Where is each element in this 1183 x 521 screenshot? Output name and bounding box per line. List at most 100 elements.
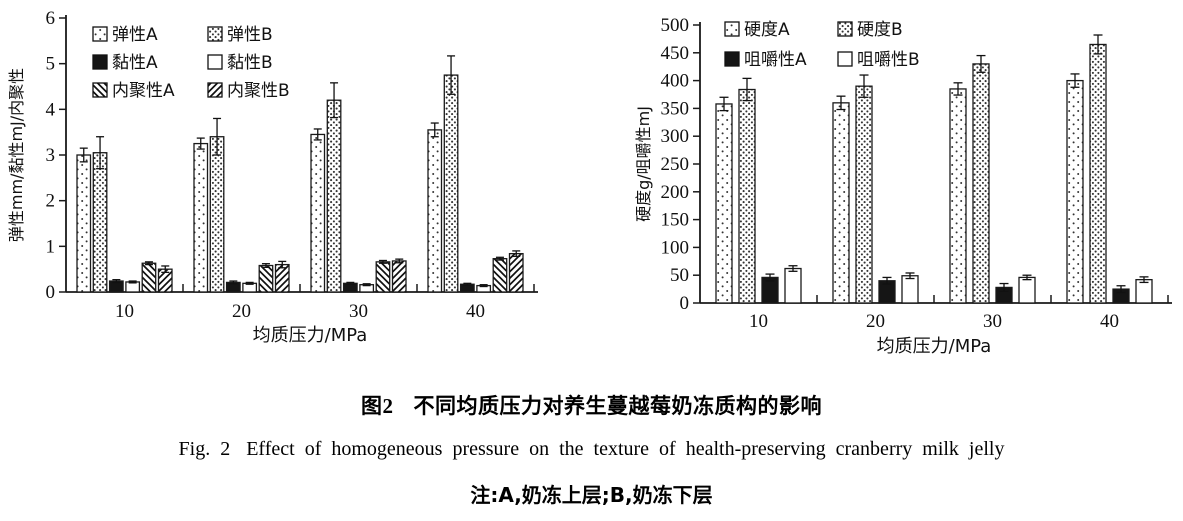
- y-tick-label: 400: [661, 71, 690, 92]
- x-tick-label: 30: [349, 301, 368, 322]
- error-bar: [719, 96, 729, 112]
- legend-item-弹性B: 弹性B: [207, 25, 273, 45]
- caption-en-label: Fig. 2: [178, 438, 231, 460]
- y-tick-label: 50: [670, 265, 689, 286]
- bar-弹性B-40MPa: [443, 74, 459, 293]
- error-bar: [346, 281, 355, 285]
- error-bar: [313, 128, 322, 141]
- error-bar: [479, 284, 488, 288]
- error-bar: [905, 272, 915, 280]
- bar-弹性A-30MPa: [310, 133, 326, 293]
- bar-硬度B-40MPa: [1089, 43, 1107, 304]
- y-tick-label: 6: [46, 8, 56, 29]
- bars: [715, 34, 1153, 304]
- error-bar: [463, 282, 472, 286]
- caption-note: 注:A,奶冻上层;B,奶冻下层: [470, 483, 713, 507]
- error-bar: [245, 281, 254, 285]
- legend-swatch-plain-white: [837, 51, 853, 67]
- error-bar: [1116, 285, 1126, 294]
- error-bar: [330, 82, 339, 119]
- bar-硬度B-30MPa: [972, 63, 990, 304]
- y-tick-label: 1: [46, 236, 56, 257]
- axis-labels: 0 50 100 150 200 250 300 350 400 450 500 10 20 30 40: [661, 15, 1120, 332]
- y-tick-label: 250: [661, 154, 690, 175]
- legend-label: 内聚性B: [227, 81, 290, 101]
- bar-内聚性B-40MPa: [508, 252, 524, 293]
- error-bar: [213, 117, 222, 156]
- bar-弹性A-10MPa: [76, 154, 92, 293]
- error-bar: [362, 283, 371, 287]
- error-bar: [1070, 73, 1080, 88]
- error-bar: [278, 260, 287, 269]
- legend-swatch-dots-sparse: [92, 26, 108, 42]
- legend-item-咀嚼性B: 咀嚼性B: [837, 50, 920, 70]
- bar-弹性A-20MPa: [193, 142, 209, 293]
- error-bar: [495, 256, 504, 261]
- caption-english: Fig. 2 Effect of homogeneous pressure on …: [0, 438, 1183, 461]
- bar-弹性B-10MPa: [92, 152, 108, 293]
- legend-swatch-dots-sparse: [724, 21, 740, 37]
- legend-label: 咀嚼性B: [857, 50, 920, 70]
- caption-en-title: Effect of homogeneous pressure on the te…: [246, 438, 1005, 460]
- legend-item-内聚性B: 内聚性B: [207, 81, 290, 101]
- y-tick-label: 5: [46, 54, 56, 75]
- legend-swatch-hatch-backslash: [92, 82, 108, 98]
- error-bar: [765, 273, 775, 282]
- x-axis-title: 均质压力/MPa: [877, 336, 992, 357]
- bar-硬度A-40MPa: [1066, 79, 1084, 304]
- caption-chinese: 图2 不同均质压力对养生蔓越莓奶冻质构的影响: [0, 390, 1183, 420]
- legend-swatch-dots-dense: [207, 26, 223, 42]
- texture-chart-hardness-chewiness: 0 50 100 150 200 250 300 350 400 450 500 10 20 30 40 均质…: [635, 15, 1172, 357]
- y-tick-label: 300: [661, 126, 690, 147]
- legend-swatch-solid-black: [92, 54, 108, 70]
- legend-item-黏性B: 黏性B: [207, 53, 273, 73]
- error-bar: [79, 147, 88, 163]
- y-tick-label: 0: [46, 282, 56, 303]
- y-tick-label: 2: [46, 191, 56, 212]
- y-tick-label: 450: [661, 43, 690, 64]
- error-bar: [836, 95, 846, 111]
- error-bar: [1139, 276, 1149, 284]
- legend-label: 弹性A: [112, 25, 158, 45]
- error-bar: [1022, 274, 1032, 281]
- legend-swatch-solid-black: [724, 51, 740, 67]
- caption-zh-label: 图2: [361, 394, 394, 418]
- x-tick-label: 20: [232, 301, 251, 322]
- bar-咀嚼性B-10MPa: [784, 267, 802, 304]
- bar-硬度A-10MPa: [715, 103, 733, 304]
- legend-item-弹性A: 弹性A: [92, 25, 158, 45]
- bar-咀嚼性B-20MPa: [901, 275, 919, 304]
- legend-label: 弹性B: [227, 25, 273, 45]
- bar-弹性A-40MPa: [427, 129, 443, 293]
- error-bar: [112, 279, 121, 284]
- bar-硬度A-20MPa: [832, 102, 850, 304]
- bar-弹性B-30MPa: [326, 99, 342, 293]
- bar-内聚性B-20MPa: [274, 263, 290, 293]
- error-bar: [742, 77, 752, 102]
- axis-labels: 0 1 2 3 4 5 6 10 20 30 40: [46, 8, 486, 322]
- legend-swatch-hatch-slash: [207, 82, 223, 98]
- y-tick-label: 350: [661, 98, 690, 119]
- legend: 硬度A 硬度B 咀嚼性A 咀嚼性B: [724, 20, 920, 70]
- y-tick-label: 150: [661, 210, 690, 231]
- legend-label: 内聚性A: [112, 81, 175, 101]
- y-tick-label: 200: [661, 182, 690, 203]
- error-bar: [261, 263, 270, 268]
- error-bar: [229, 280, 238, 285]
- error-bar: [999, 282, 1009, 292]
- error-bar: [196, 137, 205, 150]
- y-axis-title: 硬度g/咀嚼性mJ: [635, 106, 653, 222]
- bar-弹性B-20MPa: [209, 136, 225, 293]
- error-bar: [512, 250, 521, 258]
- bar-咀嚼性B-40MPa: [1135, 278, 1153, 304]
- y-tick-label: 100: [661, 237, 690, 258]
- error-bar: [161, 265, 170, 274]
- legend-label: 黏性B: [227, 53, 273, 73]
- legend: 弹性A 弹性B 黏性A 黏性B 内聚性A 内聚性B: [92, 25, 290, 101]
- y-tick-label: 0: [680, 293, 690, 314]
- bar-内聚性A-20MPa: [258, 264, 274, 293]
- legend-label: 硬度A: [744, 20, 790, 40]
- error-bar: [953, 82, 963, 96]
